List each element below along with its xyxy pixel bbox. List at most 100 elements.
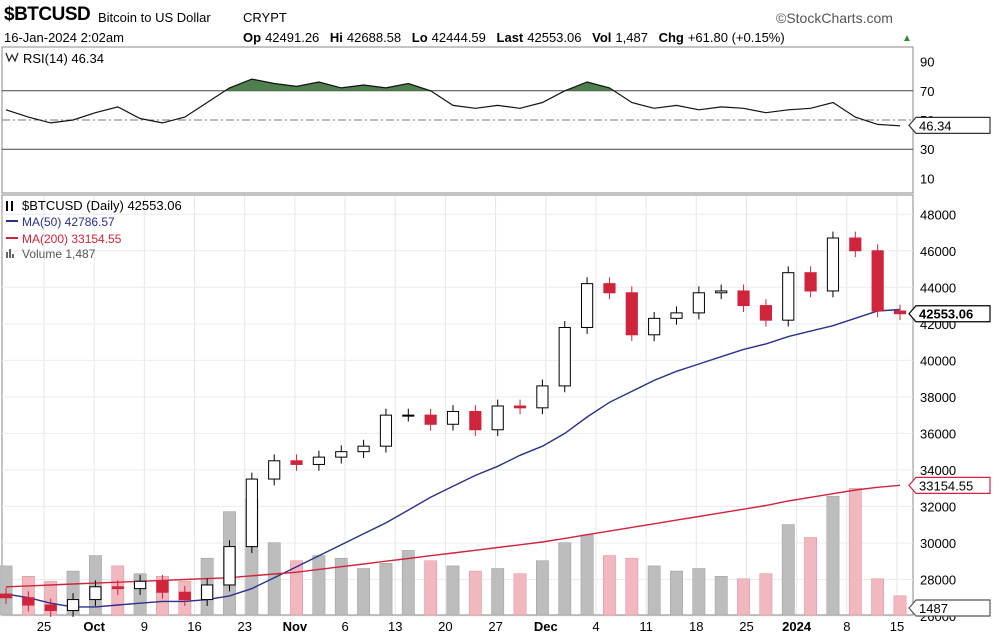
x-axis-ticks: 25 Oct 9 16 23 Nov 6 13 20 27 Dec 4 11 18 25 2024 8 15 <box>37 619 904 632</box>
candle-down <box>849 237 862 252</box>
rsi-overbought-fill <box>225 79 614 91</box>
low-label: Lo <box>411 30 428 45</box>
rsi-tick-label: 90 <box>920 55 934 70</box>
candle-up <box>379 414 393 447</box>
ma50-line <box>5 308 901 608</box>
candle-up <box>66 599 80 612</box>
price-tick-label: 46000 <box>920 244 956 259</box>
x-tick-label: 4 <box>592 619 599 632</box>
chg-value: +61.80 (+0.15%) <box>687 30 785 45</box>
rsi-layer <box>5 78 901 127</box>
grid-lines <box>2 90 913 617</box>
symbol-description: Bitcoin to US Dollar <box>98 10 211 25</box>
price-tick-label: 40000 <box>920 353 956 368</box>
candle-up <box>715 290 728 294</box>
low-value: 42444.59 <box>431 30 486 45</box>
open-label: Op <box>243 30 262 45</box>
volume-bar <box>446 565 460 616</box>
price-tick-label: 28000 <box>920 572 956 587</box>
candle-up <box>670 312 683 319</box>
candle-up <box>268 460 281 480</box>
rsi-tick-label: 30 <box>920 142 934 157</box>
candle-up <box>335 451 348 458</box>
price-tick-label: 38000 <box>920 390 956 405</box>
volume-bar <box>513 573 527 616</box>
x-tick-label: 15 <box>890 619 904 632</box>
candlesticks <box>0 231 907 617</box>
candle-down <box>804 272 817 292</box>
last-price-tag-box <box>908 305 991 323</box>
y-axis-ticks: 4800046000440004200040000380003600034000… <box>920 55 956 624</box>
price-tick-label: 44000 <box>920 280 956 295</box>
rsi-tick-label: 10 <box>920 171 934 186</box>
x-tick-label: 13 <box>388 619 402 632</box>
volume-bar <box>647 565 661 616</box>
volume-bar <box>468 570 482 616</box>
ma200-value-tag-text: 33154.55 <box>919 478 973 493</box>
ma50-legend-text: MA(50) 42786.57 <box>22 215 115 229</box>
volume-value-tag: 1487 <box>908 599 991 617</box>
rsi-value-tag-text: 46.34 <box>919 118 952 133</box>
volume-bar <box>379 563 393 616</box>
x-tick-label: 2024 <box>782 619 812 632</box>
volume-value-tag-text: 1487 <box>919 601 948 616</box>
rsi-legend-icon <box>5 52 19 63</box>
last-price-tag-text: 42553.06 <box>919 307 973 322</box>
volume-bar <box>290 560 303 616</box>
candle-up <box>446 410 460 425</box>
ohlc-summary: Op 42491.26 Hi 42688.58 Lo 42444.59 Last 425… <box>236 30 785 45</box>
x-tick-label: Oct <box>83 619 105 632</box>
volume-bar <box>759 573 773 616</box>
candle-down <box>44 604 57 612</box>
candle-down <box>603 283 616 294</box>
ma200-line <box>5 484 901 588</box>
volume-bar <box>625 557 639 616</box>
x-tick-label: 11 <box>639 619 653 632</box>
volume-bar <box>714 576 728 616</box>
candle-up <box>223 546 236 586</box>
x-tick-label: 16 <box>187 619 201 632</box>
price-tick-label: 48000 <box>920 207 956 222</box>
last-value: 42553.06 <box>527 30 582 45</box>
volume-bar <box>871 578 885 616</box>
x-tick-label: 8 <box>843 619 850 632</box>
candle-down <box>871 250 884 312</box>
candle-down <box>424 414 437 425</box>
x-tick-label: 18 <box>689 619 703 632</box>
candle-up <box>491 405 504 431</box>
volume-bar <box>737 578 750 616</box>
candle-legend-icon <box>6 201 13 211</box>
volume-bar <box>692 568 706 616</box>
candle-up <box>402 414 415 417</box>
candle-up <box>558 326 571 387</box>
volume-bar <box>580 534 594 616</box>
candle-down <box>178 591 191 601</box>
price-tick-label: 34000 <box>920 463 956 478</box>
vol-label: Vol <box>592 30 612 45</box>
rsi-tick-label: 70 <box>920 84 934 99</box>
volume-bar <box>312 555 326 616</box>
moving-averages <box>5 308 901 608</box>
candle-up <box>692 292 705 314</box>
ma200-value-tag-box <box>908 476 991 494</box>
price-legend-text: $BTCUSD (Daily) 42553.06 <box>22 198 182 213</box>
x-tick-label: 9 <box>141 619 148 632</box>
volume-bar <box>893 595 907 616</box>
volume-bar <box>558 542 572 616</box>
volume-bar <box>536 560 549 616</box>
brand-label: ©StockCharts.com <box>776 10 893 26</box>
price-tick-label: 36000 <box>920 426 956 441</box>
volume-legend-icon <box>6 249 14 258</box>
high-label: Hi <box>329 30 343 45</box>
candle-up <box>581 283 594 328</box>
rsi-legend: RSI(14) 46.34 <box>5 51 104 66</box>
x-tick-label: 25 <box>37 619 51 632</box>
candle-up <box>245 478 258 548</box>
last-price-tag: 42553.06 <box>908 305 991 323</box>
candle-up <box>782 272 795 321</box>
candle-down <box>156 580 169 593</box>
candle-up <box>134 580 147 590</box>
candle-up <box>201 584 214 601</box>
price-tick-label: 32000 <box>920 499 956 514</box>
